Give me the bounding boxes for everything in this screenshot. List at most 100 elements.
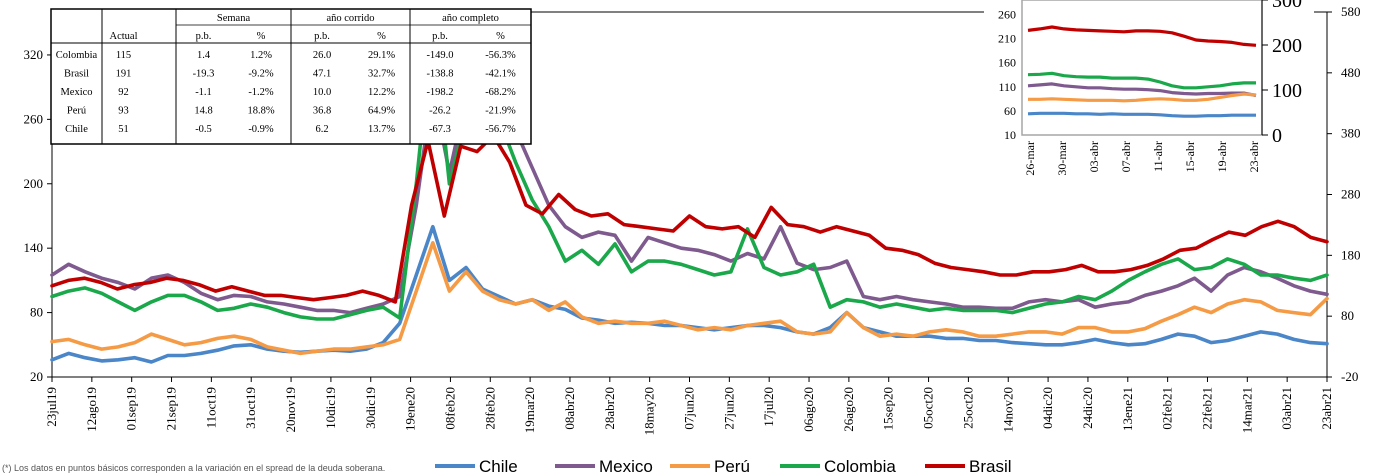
x-tick-label: 14nov20 (1000, 387, 1015, 433)
x-tick-label: 13ene21 (1120, 387, 1135, 431)
table-cell: -26.2 (429, 106, 451, 117)
table-cell: Colombia (56, 50, 98, 61)
table-cell: -56.3% (485, 50, 516, 61)
table-cell: 13.7% (368, 124, 395, 135)
x-tick-label: 08abr20 (562, 387, 577, 430)
inset-series-line-chile (1027, 111, 1256, 118)
legend: Chile Mexico Perú Colombia Brasil (435, 457, 1012, 476)
legend-label-colombia: Colombia (824, 457, 896, 476)
series-line-colombia (50, 20, 1329, 321)
table-cell: 29.1% (368, 50, 395, 61)
y-left-tick-label: 140 (24, 240, 44, 255)
y-right-tick-label: 180 (1341, 247, 1361, 262)
table-cell: -149.0 (426, 50, 453, 61)
table-sub-header: p.b. (196, 31, 212, 42)
inset-x-label: 03-abr (1087, 141, 1101, 172)
x-tick-label: 15sep20 (881, 387, 896, 430)
legend-label-mexico: Mexico (599, 457, 653, 476)
table-sub-header: % (377, 31, 386, 42)
x-tick-label: 14mar21 (1239, 387, 1254, 433)
table-cell: Perú (67, 106, 87, 117)
inset-x-label: 15-abr (1183, 141, 1197, 172)
table-sub-header: Actual (110, 31, 138, 42)
table-sub-header: % (257, 31, 266, 42)
table-cell: -67.3 (429, 124, 451, 135)
inset-x-label: 30-mar (1055, 141, 1069, 176)
table-group-header: año completo (442, 13, 499, 24)
x-tick-label: 22feb21 (1199, 387, 1214, 430)
table-group-header: Semana (217, 13, 251, 24)
summary-table: Semana año corrido año completo Actual p.b.%… (50, 8, 532, 145)
x-tick-label: 28abr20 (602, 387, 617, 430)
table-sub-header: p.b. (432, 31, 448, 42)
table-cell: -68.2% (485, 87, 516, 98)
table-group-header: año corrido (326, 13, 374, 24)
table-cell: -21.9% (485, 106, 516, 117)
x-tick-label: 11oct19 (203, 387, 218, 428)
x-tick-label: 05oct20 (921, 387, 936, 429)
x-tick-label: 04dic20 (1040, 387, 1055, 429)
x-tick-label: 27jun20 (721, 387, 736, 430)
y-right-tick-label: -20 (1341, 369, 1358, 384)
x-tick-label: 30dic19 (363, 387, 378, 429)
table-cell: -9.2% (248, 69, 274, 80)
x-tick-label: 21sep19 (164, 387, 179, 430)
legend-label-perú: Perú (714, 457, 750, 476)
inset-x-label: 07-abr (1119, 141, 1133, 172)
inset-y-left-label: 10 (1004, 128, 1016, 142)
x-tick-label: 18may20 (642, 387, 657, 435)
inset-chart: 10 60 110 160 210 260 0 100 200 300 26-mar 30-mar 03… (984, 0, 1314, 181)
x-tick-label: 24dic20 (1080, 387, 1095, 429)
inset-y-right-label: 100 (1272, 80, 1302, 102)
y-left-tick-label: 320 (24, 47, 44, 62)
inset-x-label: 23-abr (1247, 141, 1261, 172)
inset-series-line-mexico (1027, 82, 1257, 98)
x-tick-label: 19ene20 (403, 387, 418, 431)
inset-y-left-label: 260 (998, 7, 1016, 21)
table-cell: 1.2% (250, 50, 272, 61)
x-tick-label: 01sep19 (124, 387, 139, 430)
inset-series-line-colombia (1027, 71, 1256, 90)
table-cell: -19.3 (193, 69, 215, 80)
inset-y-left-label: 210 (998, 32, 1016, 46)
x-tick-label: 25oct20 (960, 387, 975, 429)
table-cell: 191 (116, 69, 132, 80)
inset-x-label: 11-abr (1151, 141, 1165, 172)
table-cell: -138.8 (426, 69, 453, 80)
table-cell: 26.0 (313, 50, 331, 61)
main-axes: 20 80 140 200 260 320 -20 80 180 280 380 480 580 23ju… (24, 4, 1361, 435)
table-cell: 12.2% (368, 87, 395, 98)
x-tick-label: 08feb20 (442, 387, 457, 430)
main-series-lines (50, 20, 1329, 364)
y-left-tick-label: 80 (30, 305, 43, 320)
x-tick-label: 03abr21 (1279, 387, 1294, 430)
inset-series-line-perú (1028, 92, 1257, 103)
x-tick-label: 07jun20 (682, 387, 697, 430)
legend-label-brasil: Brasil (969, 457, 1012, 476)
table-cell: 10.0 (313, 87, 331, 98)
y-left-tick-label: 260 (24, 111, 44, 126)
legend-label-chile: Chile (479, 457, 518, 476)
x-tick-label: 02feb21 (1160, 387, 1175, 430)
y-right-tick-label: 580 (1341, 4, 1361, 19)
y-right-tick-label: 80 (1341, 308, 1354, 323)
table-cell: 47.1 (313, 69, 331, 80)
table-cell: 32.7% (368, 69, 395, 80)
x-tick-label: 28feb20 (482, 387, 497, 430)
y-right-tick-label: 380 (1341, 126, 1361, 141)
inset-y-right-label: 0 (1272, 125, 1282, 147)
x-tick-label: 23abr21 (1319, 387, 1334, 430)
x-tick-label: 10dic19 (323, 387, 338, 429)
x-tick-label: 17jul20 (761, 387, 776, 427)
table-cell: -42.1% (485, 69, 516, 80)
x-tick-label: 06ago20 (801, 387, 816, 432)
y-right-tick-label: 280 (1341, 187, 1361, 202)
table-cell: 6.2 (315, 124, 328, 135)
series-line-perú (50, 241, 1329, 356)
x-tick-label: 26ago20 (841, 387, 856, 432)
table-cell: Chile (65, 124, 88, 135)
table-cell: 64.9% (368, 106, 395, 117)
table-sub-header: p.b. (314, 31, 330, 42)
x-tick-label: 23jul19 (44, 387, 59, 427)
